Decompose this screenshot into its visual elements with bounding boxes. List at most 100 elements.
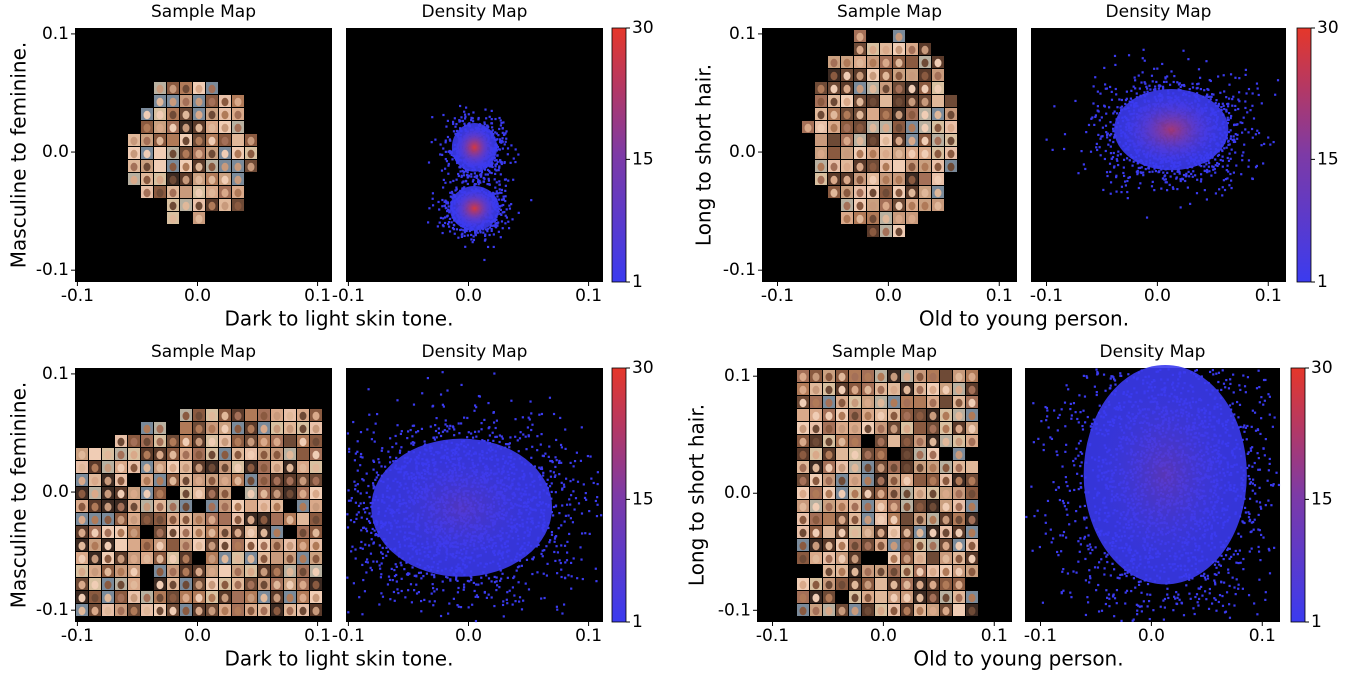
sample-thumb-face bbox=[947, 110, 955, 120]
density-speck bbox=[442, 589, 445, 592]
sample-thumb-face bbox=[195, 411, 203, 421]
density-speck bbox=[1105, 133, 1109, 136]
density-speck bbox=[1233, 123, 1236, 126]
density-speck bbox=[1219, 91, 1222, 94]
density-speck bbox=[568, 498, 571, 501]
density-speck bbox=[573, 508, 576, 511]
density-speck bbox=[439, 153, 442, 156]
sample-thumb-face bbox=[947, 162, 955, 172]
density-speck bbox=[1128, 176, 1131, 179]
density-speck bbox=[485, 574, 488, 577]
density-speck bbox=[497, 169, 500, 172]
density-speck bbox=[517, 581, 520, 584]
density-speck bbox=[1205, 95, 1208, 98]
sample-thumb-face bbox=[908, 45, 916, 55]
sample-thumb-face bbox=[169, 502, 177, 512]
density-speck bbox=[502, 203, 505, 207]
density-speck bbox=[1221, 165, 1224, 168]
density-speck bbox=[502, 198, 505, 201]
density-speck bbox=[1191, 86, 1195, 89]
density-speck bbox=[471, 168, 474, 171]
density-speck bbox=[464, 115, 467, 118]
density-speck bbox=[395, 580, 398, 583]
density-speck bbox=[435, 588, 439, 591]
density-speck bbox=[478, 180, 481, 183]
colorbar-tick-label: 1 bbox=[1317, 272, 1328, 292]
density-speck bbox=[1208, 161, 1211, 165]
sample-thumb-face bbox=[817, 162, 825, 172]
sample-thumb-face bbox=[208, 580, 216, 590]
density-speck bbox=[463, 117, 467, 120]
density-speck bbox=[1247, 87, 1251, 91]
density-speck bbox=[441, 198, 444, 202]
density-speck bbox=[455, 228, 459, 231]
density-speck bbox=[375, 476, 378, 479]
sample-thumb-face bbox=[234, 554, 242, 564]
density-speck bbox=[1110, 90, 1113, 93]
sample-thumb-face bbox=[182, 528, 190, 538]
density-speck bbox=[466, 579, 469, 583]
density-speck bbox=[432, 604, 435, 607]
density-speck bbox=[477, 180, 480, 183]
sample-thumb-face bbox=[182, 606, 190, 616]
density-speck bbox=[594, 567, 597, 570]
density-speck bbox=[506, 602, 509, 605]
sample-thumb-face bbox=[312, 489, 320, 499]
sample-thumb-face bbox=[895, 214, 903, 224]
density-speck bbox=[530, 199, 533, 202]
density-speck bbox=[1109, 85, 1112, 89]
density-speck bbox=[400, 589, 403, 593]
density-speck bbox=[453, 193, 456, 197]
sample-thumb-face bbox=[208, 541, 216, 551]
sample-thumb-face bbox=[817, 149, 825, 159]
density-speck bbox=[1200, 178, 1203, 181]
density-speck bbox=[368, 512, 371, 515]
density-speck bbox=[419, 599, 423, 603]
density-speck bbox=[1252, 117, 1256, 120]
density-speck bbox=[1117, 150, 1120, 153]
density-speck bbox=[1099, 137, 1102, 140]
density-speck bbox=[450, 190, 454, 194]
density-speck bbox=[525, 448, 528, 451]
density-speck bbox=[1197, 68, 1201, 71]
y-tick-label: 0.1 bbox=[42, 24, 69, 44]
x-tick-label: 0.1 bbox=[575, 286, 602, 306]
density-speck bbox=[1145, 85, 1148, 88]
density-speck bbox=[495, 169, 498, 172]
density-speck bbox=[1144, 82, 1147, 85]
density-speck bbox=[486, 124, 489, 127]
sample-thumb-face bbox=[130, 580, 138, 590]
density-speck bbox=[445, 125, 448, 128]
density-speck bbox=[504, 195, 507, 198]
density-speck bbox=[370, 538, 373, 541]
density-speck bbox=[1124, 102, 1127, 106]
density-speck bbox=[455, 188, 458, 191]
density-speck bbox=[1212, 168, 1215, 171]
density-speck bbox=[1221, 194, 1224, 197]
density-speck bbox=[486, 228, 489, 231]
density-speck bbox=[443, 200, 446, 203]
sample-thumb-face bbox=[843, 123, 851, 133]
density-speck bbox=[1096, 90, 1099, 93]
density-speck bbox=[504, 222, 507, 225]
density-speck bbox=[1110, 157, 1113, 160]
density-speck bbox=[1229, 157, 1232, 160]
density-speck bbox=[1152, 88, 1156, 91]
sample-thumb-face bbox=[156, 463, 164, 473]
sample-thumb-face bbox=[895, 45, 903, 55]
density-speck bbox=[1114, 63, 1117, 67]
sample-thumb-face bbox=[934, 97, 942, 107]
sample-thumb-face bbox=[299, 541, 307, 551]
density-speck bbox=[1100, 135, 1103, 138]
density-speck bbox=[501, 211, 504, 214]
density-speck bbox=[500, 191, 503, 194]
density-speck bbox=[484, 228, 487, 231]
sample-thumb-face bbox=[869, 58, 877, 68]
density-speck bbox=[493, 178, 496, 181]
sample-thumb-face bbox=[934, 175, 942, 185]
density-speck bbox=[353, 480, 356, 483]
density-speck bbox=[472, 120, 475, 123]
sample-thumb-face bbox=[234, 162, 242, 172]
density-speck bbox=[493, 159, 497, 162]
density-speck bbox=[1146, 87, 1149, 90]
